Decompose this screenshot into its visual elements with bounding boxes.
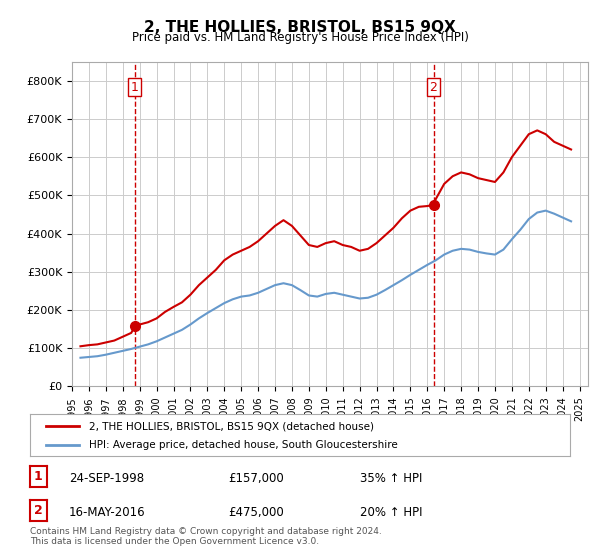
Text: £475,000: £475,000 bbox=[228, 506, 284, 519]
Text: 2, THE HOLLIES, BRISTOL, BS15 9QX (detached house): 2, THE HOLLIES, BRISTOL, BS15 9QX (detac… bbox=[89, 421, 374, 431]
Text: 2, THE HOLLIES, BRISTOL, BS15 9QX: 2, THE HOLLIES, BRISTOL, BS15 9QX bbox=[144, 20, 456, 35]
Text: Price paid vs. HM Land Registry's House Price Index (HPI): Price paid vs. HM Land Registry's House … bbox=[131, 31, 469, 44]
Text: Contains HM Land Registry data © Crown copyright and database right 2024.
This d: Contains HM Land Registry data © Crown c… bbox=[30, 526, 382, 546]
Text: 2: 2 bbox=[34, 503, 43, 517]
Text: 24-SEP-1998: 24-SEP-1998 bbox=[69, 472, 144, 486]
Text: 2: 2 bbox=[430, 81, 437, 94]
Text: 16-MAY-2016: 16-MAY-2016 bbox=[69, 506, 146, 519]
Text: 20% ↑ HPI: 20% ↑ HPI bbox=[360, 506, 422, 519]
Text: 35% ↑ HPI: 35% ↑ HPI bbox=[360, 472, 422, 486]
Text: 1: 1 bbox=[34, 470, 43, 483]
Text: HPI: Average price, detached house, South Gloucestershire: HPI: Average price, detached house, Sout… bbox=[89, 440, 398, 450]
Text: 1: 1 bbox=[131, 81, 139, 94]
Text: £157,000: £157,000 bbox=[228, 472, 284, 486]
